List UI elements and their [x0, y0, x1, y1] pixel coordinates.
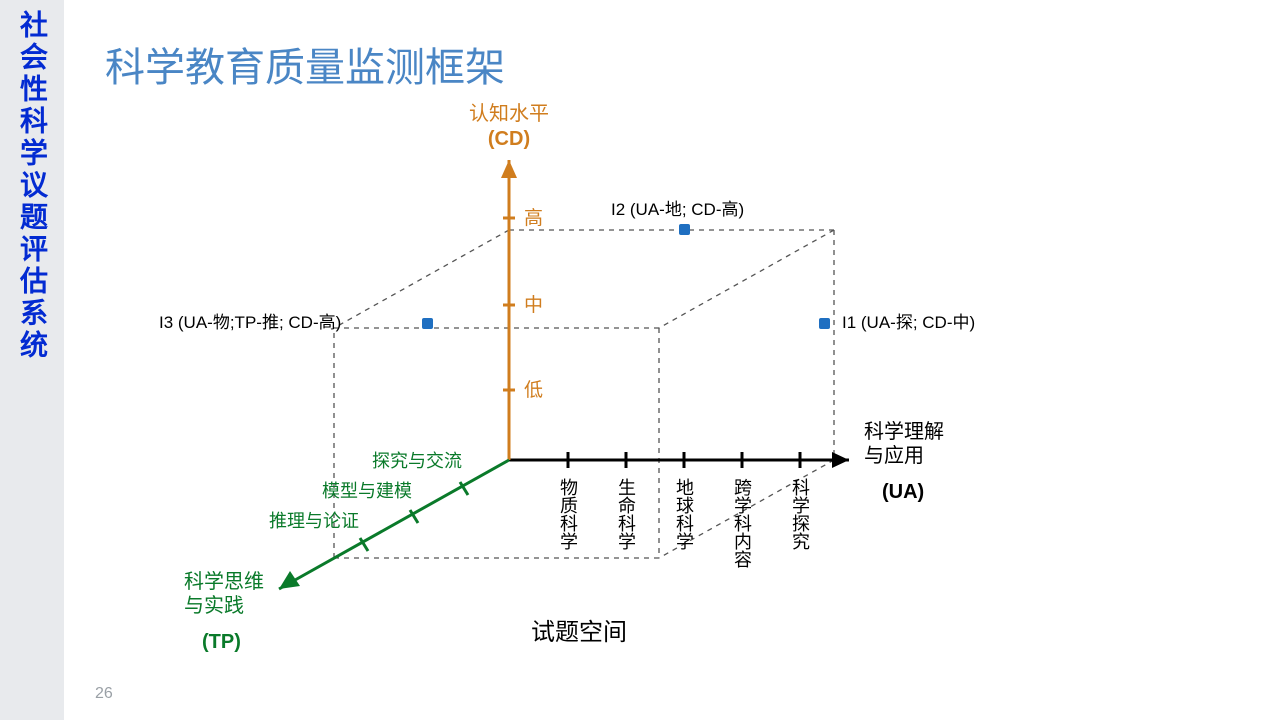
point-i2: [679, 224, 690, 235]
y-axis: [501, 160, 517, 460]
z-tick-0: 探究与交流: [372, 451, 462, 471]
x-tick-2: 地球科学: [674, 478, 694, 550]
x-axis: [509, 452, 849, 468]
y-tick-low: 低: [524, 379, 543, 401]
diagram-caption: 试题空间: [531, 619, 627, 646]
y-axis-label: 认知水平: [469, 102, 549, 125]
x-tick-1: 生命科学: [616, 478, 636, 550]
side-strip: 社会性科学议题评估系统: [0, 0, 64, 720]
z-axis-code: (TP): [202, 631, 241, 653]
x-axis-code: (UA): [882, 481, 924, 503]
side-vertical-label: 社会性科学议题评估系统: [12, 10, 52, 362]
point-i1-label: I1 (UA-探; CD-中): [842, 313, 975, 332]
point-i2-label: I2 (UA-地; CD-高): [611, 200, 744, 219]
x-tick-3: 跨学科内容: [732, 478, 752, 568]
point-i3-label: I3 (UA-物;TP-推; CD-高): [159, 313, 341, 332]
point-i3: [422, 318, 433, 329]
z-axis-label-1: 科学思维: [184, 570, 264, 593]
y-tick-high: 高: [524, 207, 543, 229]
y-axis-code: (CD): [488, 128, 530, 150]
z-tick-1: 模型与建模: [322, 481, 412, 501]
x-tick-4: 科学探究: [790, 478, 810, 550]
z-axis-label-2: 与实践: [184, 594, 244, 617]
x-axis-label-2: 与应用: [864, 444, 924, 467]
z-tick-2: 推理与论证: [269, 511, 359, 531]
x-tick-labels: 物质科学 生命科学 地球科学 跨学科内容 科学探究: [558, 478, 810, 568]
y-tick-mid: 中: [524, 294, 543, 316]
cube-wire: [334, 230, 834, 558]
x-axis-label-1: 科学理解: [864, 420, 944, 443]
x-tick-0: 物质科学: [558, 478, 578, 550]
diagram-svg: 物质科学 生命科学 地球科学 跨学科内容 科学探究 科学理解 与应用 (UA) …: [64, 0, 1280, 720]
point-i1: [819, 318, 830, 329]
diagram-area: 物质科学 生命科学 地球科学 跨学科内容 科学探究 科学理解 与应用 (UA) …: [64, 0, 1280, 720]
